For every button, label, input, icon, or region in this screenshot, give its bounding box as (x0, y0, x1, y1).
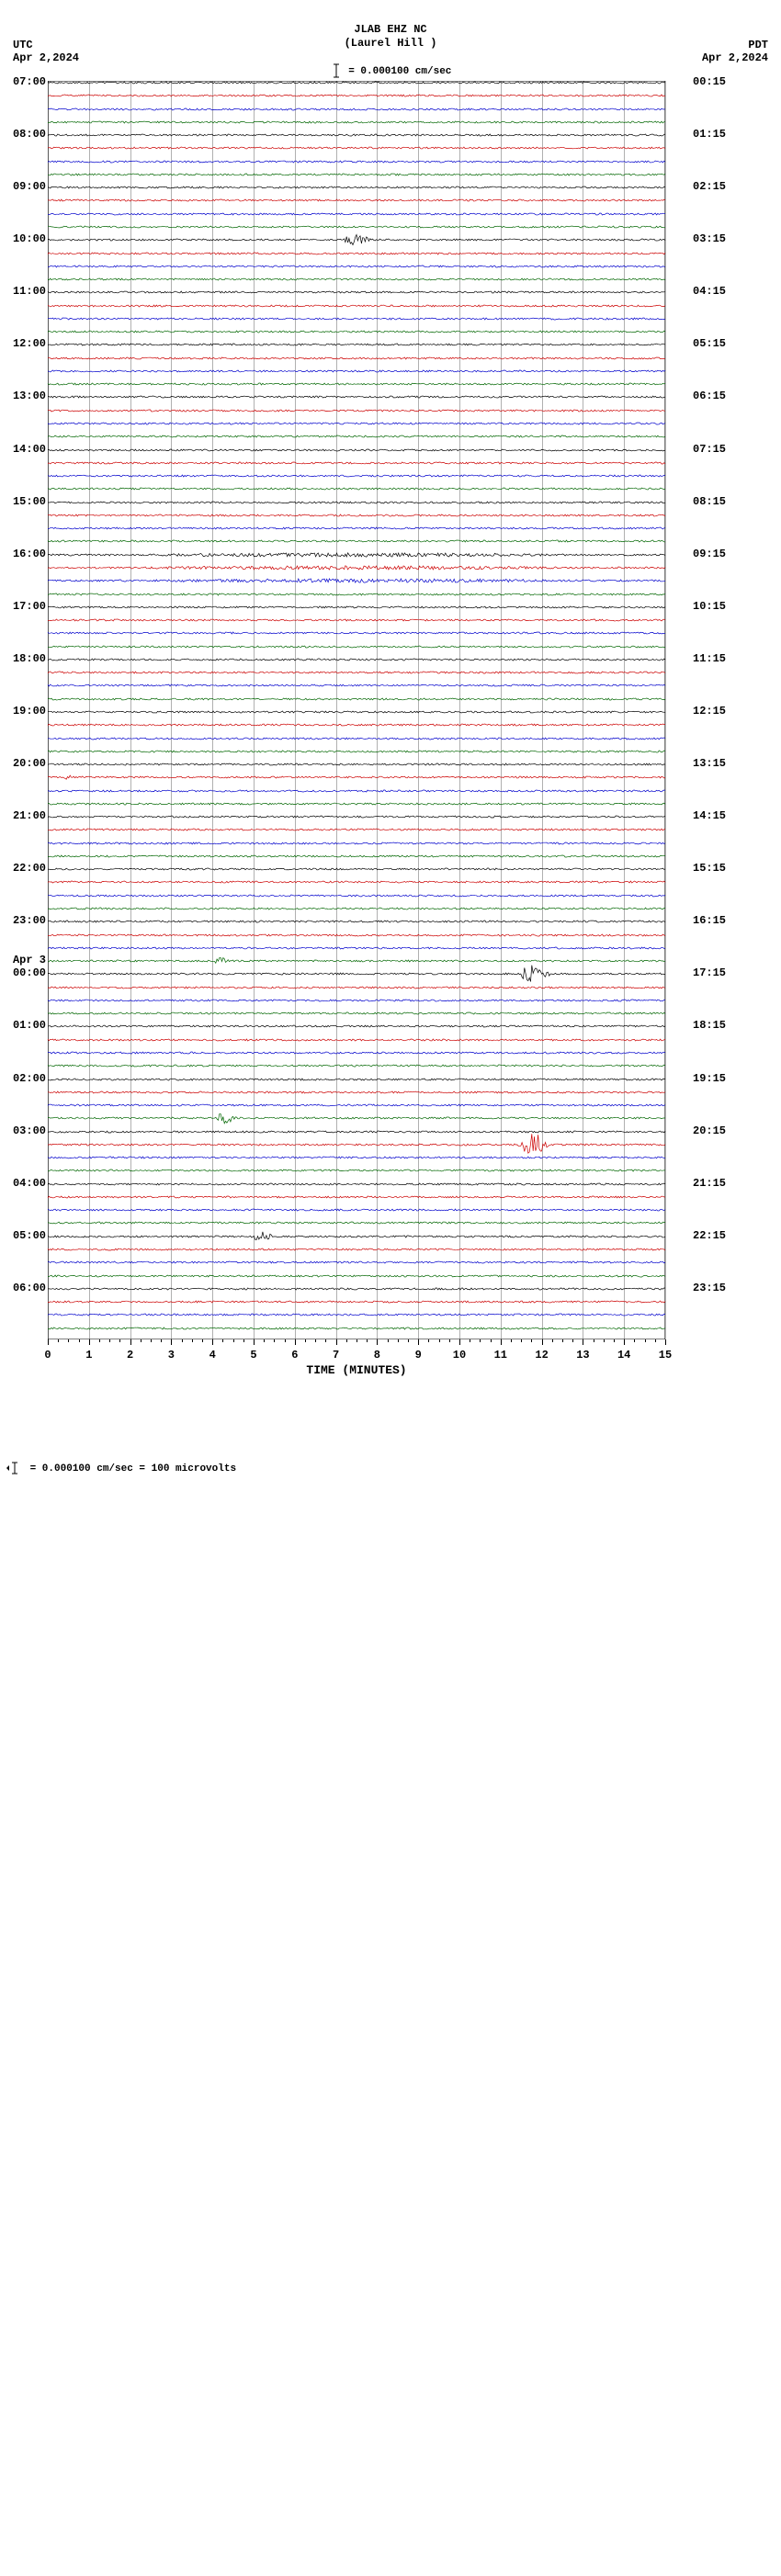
hour-label-utc: 16:00 (2, 548, 46, 560)
footer-scale: = 0.000100 cm/sec = 100 microvolts (6, 1462, 236, 1474)
xaxis-tick-label: 14 (617, 1349, 630, 1361)
hour-label-pdt: 05:15 (693, 337, 737, 350)
hour-label-utc: 02:00 (2, 1072, 46, 1085)
seismic-trace (48, 1317, 665, 2576)
hour-label-utc: 03:00 (2, 1124, 46, 1137)
xaxis-tick-label: 1 (85, 1349, 92, 1361)
hour-label-utc: 11:00 (2, 285, 46, 298)
hour-label-utc: 01:00 (2, 1019, 46, 1032)
hour-label-pdt: 08:15 (693, 495, 737, 508)
xaxis-tick-label: 8 (374, 1349, 380, 1361)
hour-label-pdt: 04:15 (693, 285, 737, 298)
xaxis-tick-label: 4 (209, 1349, 216, 1361)
xaxis-tick-label: 0 (44, 1349, 51, 1361)
xaxis-tick-label: 11 (494, 1349, 507, 1361)
hour-label-utc: 22:00 (2, 862, 46, 875)
station-location: (Laurel Hill ) (0, 37, 781, 50)
hour-label-utc: 18:00 (2, 652, 46, 665)
hour-label-pdt: 15:15 (693, 862, 737, 875)
hour-label-pdt: 13:15 (693, 757, 737, 770)
hour-label-utc: 12:00 (2, 337, 46, 350)
hour-label-pdt: 10:15 (693, 600, 737, 613)
hour-label-pdt: 00:15 (693, 75, 737, 88)
hour-label-pdt: 02:15 (693, 180, 737, 193)
hour-label-utc: 05:00 (2, 1229, 46, 1242)
footer-text: = 0.000100 cm/sec = 100 microvolts (30, 1463, 236, 1474)
station-title: JLAB EHZ NC (0, 23, 781, 36)
hour-label-pdt: 14:15 (693, 809, 737, 822)
xaxis-tick-label: 9 (415, 1349, 422, 1361)
hour-label-pdt: 19:15 (693, 1072, 737, 1085)
hour-label-pdt: 01:15 (693, 128, 737, 141)
xaxis-tick-label: 2 (127, 1349, 133, 1361)
hour-label-utc: 21:00 (2, 809, 46, 822)
hour-label-utc: 13:00 (2, 390, 46, 402)
xaxis-tick-label: 5 (250, 1349, 256, 1361)
hour-label-pdt: 06:15 (693, 390, 737, 402)
date-left: Apr 2,2024 (13, 51, 79, 64)
hour-label-pdt: 22:15 (693, 1229, 737, 1242)
hour-label-utc: 08:00 (2, 128, 46, 141)
hour-label-utc: 17:00 (2, 600, 46, 613)
hour-label-utc: 15:00 (2, 495, 46, 508)
xaxis-tick-label: 3 (168, 1349, 175, 1361)
date-marker: Apr 3 (2, 954, 46, 966)
xaxis-tick-label: 13 (576, 1349, 589, 1361)
xaxis-tick-label: 10 (453, 1349, 466, 1361)
date-right: Apr 2,2024 (702, 51, 768, 64)
hour-label-pdt: 20:15 (693, 1124, 737, 1137)
hour-label-pdt: 17:15 (693, 966, 737, 979)
hour-label-pdt: 09:15 (693, 548, 737, 560)
hour-label-utc: 06:00 (2, 1282, 46, 1294)
timezone-right: PDT (748, 39, 768, 51)
hour-label-pdt: 12:15 (693, 705, 737, 717)
hour-label-utc: 20:00 (2, 757, 46, 770)
hour-label-pdt: 16:15 (693, 914, 737, 927)
hour-label-utc: 23:00 (2, 914, 46, 927)
hour-label-pdt: 23:15 (693, 1282, 737, 1294)
hour-label-pdt: 03:15 (693, 232, 737, 245)
seismogram-container: JLAB EHZ NC (Laurel Hill ) = 0.000100 cm… (0, 0, 781, 1482)
hour-label-pdt: 21:15 (693, 1177, 737, 1190)
hour-label-utc: 10:00 (2, 232, 46, 245)
xaxis-tick-label: 6 (291, 1349, 298, 1361)
xaxis-tick-label: 12 (535, 1349, 548, 1361)
hour-label-utc: 00:00 (2, 966, 46, 979)
xaxis-title: TIME (MINUTES) (48, 1363, 665, 1377)
hour-label-utc: 19:00 (2, 705, 46, 717)
hour-label-utc: 14:00 (2, 443, 46, 456)
hour-label-pdt: 07:15 (693, 443, 737, 456)
hour-label-utc: 07:00 (2, 75, 46, 88)
xaxis-tick-label: 15 (659, 1349, 672, 1361)
hour-label-utc: 09:00 (2, 180, 46, 193)
xaxis-tick-label: 7 (333, 1349, 339, 1361)
timezone-left: UTC (13, 39, 33, 51)
hour-label-pdt: 11:15 (693, 652, 737, 665)
hour-label-pdt: 18:15 (693, 1019, 737, 1032)
hour-label-utc: 04:00 (2, 1177, 46, 1190)
seismogram-plot: 07:0008:0009:0010:0011:0012:0013:0014:00… (48, 81, 665, 1339)
